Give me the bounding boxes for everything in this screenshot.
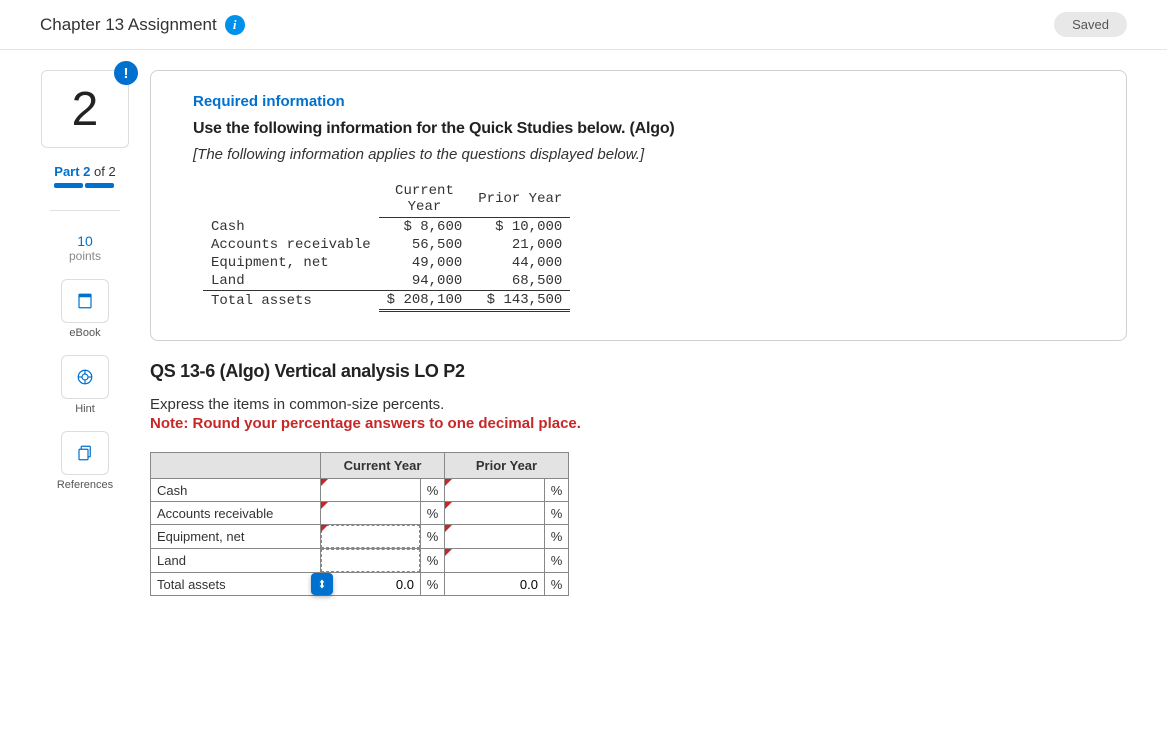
required-info-title: Required information — [193, 93, 1084, 110]
references-label: References — [57, 479, 113, 491]
main-content: Required information Use the following i… — [150, 70, 1127, 596]
sidebar: 2 ! Part 2 of 2 10 points eBook — [40, 70, 130, 596]
question-number-box[interactable]: 2 ! — [41, 70, 129, 148]
total-prior-input[interactable] — [445, 573, 544, 595]
top-bar: Chapter 13 Assignment i Saved — [0, 0, 1167, 50]
divider — [50, 210, 120, 211]
copy-icon — [76, 444, 94, 462]
ebook-button[interactable] — [61, 279, 109, 323]
lifesaver-icon — [76, 368, 94, 386]
hint-label: Hint — [75, 403, 95, 415]
question-instruction: Express the items in common-size percent… — [150, 396, 1127, 413]
answer-row: Equipment, net % % — [151, 525, 569, 549]
cash-current-input[interactable] — [321, 479, 420, 501]
cash-prior-input[interactable] — [445, 479, 544, 501]
book-icon — [76, 292, 94, 310]
part-label: Part 2 of 2 — [54, 164, 115, 179]
total-current-input[interactable] — [321, 573, 420, 595]
equip-current-input[interactable] — [321, 525, 420, 548]
question-number: 2 — [72, 82, 99, 137]
italic-note: [The following information applies to th… — [193, 146, 1084, 163]
table-row: Cash$ 8,600$ 10,000 — [203, 218, 570, 237]
table-row: Equipment, net49,00044,000 — [203, 254, 570, 272]
references-tool: References — [57, 431, 113, 491]
answer-input-cell[interactable] — [321, 479, 421, 502]
answer-col-prior: Prior Year — [445, 453, 569, 479]
answer-input-cell[interactable] — [321, 502, 421, 525]
progress-bar — [54, 183, 114, 188]
table-row: Accounts receivable56,50021,000 — [203, 236, 570, 254]
answer-input-cell[interactable] — [321, 549, 421, 573]
points-block: 10 points — [69, 233, 101, 263]
col-current-year: Current Year — [379, 181, 471, 218]
ebook-label: eBook — [69, 327, 100, 339]
points-value: 10 — [69, 233, 101, 249]
references-button[interactable] — [61, 431, 109, 475]
answer-input-cell[interactable] — [321, 573, 421, 596]
info-icon[interactable]: i — [225, 15, 245, 35]
answer-input-cell[interactable] — [445, 525, 545, 549]
main-container: 2 ! Part 2 of 2 10 points eBook — [0, 50, 1167, 616]
table-total-row: Total assets$ 208,100$ 143,500 — [203, 291, 570, 311]
rounding-note: Note: Round your percentage answers to o… — [150, 415, 1127, 432]
ar-current-input[interactable] — [321, 502, 420, 524]
required-info-panel: Required information Use the following i… — [150, 70, 1127, 341]
col-prior-year: Prior Year — [470, 181, 570, 218]
answer-col-current: Current Year — [321, 453, 445, 479]
data-table-body: Cash$ 8,600$ 10,000 Accounts receivable5… — [203, 218, 570, 311]
answer-input-cell[interactable] — [445, 479, 545, 502]
bold-instruction: Use the following information for the Qu… — [193, 120, 1084, 138]
points-label: points — [69, 249, 101, 263]
stepper-icon[interactable] — [311, 573, 333, 595]
part-indicator: Part 2 of 2 — [54, 164, 115, 188]
ar-prior-input[interactable] — [445, 502, 544, 524]
answer-table: Current Year Prior Year Cash % % Account… — [150, 452, 569, 596]
hint-tool: Hint — [61, 355, 109, 415]
answer-input-cell[interactable] — [445, 549, 545, 573]
question-title: QS 13-6 (Algo) Vertical analysis LO P2 — [150, 361, 1127, 382]
hint-button[interactable] — [61, 355, 109, 399]
assignment-title-group: Chapter 13 Assignment i — [40, 15, 245, 35]
table-row: Land94,00068,500 — [203, 272, 570, 291]
financial-data-table: Current Year Prior Year Cash$ 8,600$ 10,… — [203, 181, 570, 312]
answer-row: Land % % — [151, 549, 569, 573]
assignment-title: Chapter 13 Assignment — [40, 15, 217, 35]
alert-icon: ! — [114, 61, 138, 85]
answer-row: Cash % % — [151, 479, 569, 502]
ebook-tool: eBook — [61, 279, 109, 339]
answer-input-cell[interactable] — [445, 502, 545, 525]
land-current-input[interactable] — [321, 549, 420, 572]
answer-row: Total assets % % — [151, 573, 569, 596]
answer-input-cell[interactable] — [321, 525, 421, 549]
answer-row: Accounts receivable % % — [151, 502, 569, 525]
land-prior-input[interactable] — [445, 549, 544, 572]
equip-prior-input[interactable] — [445, 525, 544, 548]
answer-input-cell[interactable] — [445, 573, 545, 596]
saved-badge: Saved — [1054, 12, 1127, 37]
answer-empty-header — [151, 453, 321, 479]
